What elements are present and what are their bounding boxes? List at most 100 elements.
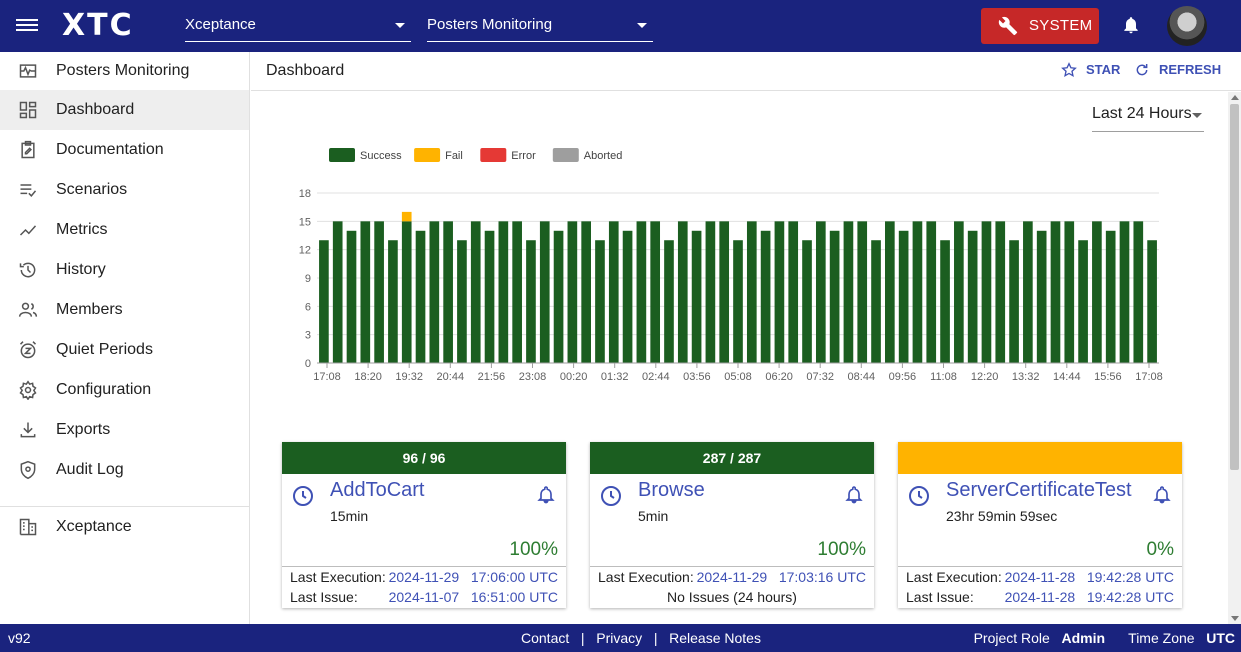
footer-separator: | — [580, 630, 585, 646]
app-version: v92 — [8, 630, 31, 646]
bar-success — [981, 221, 992, 363]
bar-success — [1009, 240, 1019, 363]
time-zone-label: Time Zone — [1128, 630, 1195, 646]
sidebar-item-scenarios[interactable]: Scenarios — [0, 170, 249, 210]
x-tick-label: 12:20 — [971, 371, 999, 383]
clock-icon — [293, 486, 313, 506]
privacy-link[interactable]: Privacy — [596, 630, 643, 646]
scenario-interval: 23hr 59min 59sec — [946, 508, 1058, 524]
sidebar-item-label: Audit Log — [56, 461, 124, 478]
sidebar-item-organization[interactable]: Xceptance — [0, 507, 249, 547]
y-tick-label: 12 — [299, 245, 311, 257]
x-tick-label: 18:20 — [354, 371, 382, 383]
scrollbar-thumb[interactable] — [1230, 104, 1239, 470]
sidebar-item-label: Exports — [56, 421, 111, 438]
menu-icon[interactable] — [16, 16, 38, 36]
legend-label-error: Error — [511, 150, 536, 162]
last-issue-row: Last Issue: 2024-11-07 16:51:00 UTC — [282, 587, 566, 607]
legend-label-fail: Fail — [445, 150, 463, 162]
page-title: Dashboard — [266, 62, 345, 79]
sidebar-item-metrics[interactable]: Metrics — [0, 210, 249, 250]
time-range-value: Last 24 Hours — [1092, 105, 1192, 122]
main-scrollbar[interactable] — [1228, 92, 1241, 624]
x-tick-label: 09:56 — [889, 371, 917, 383]
user-avatar[interactable] — [1167, 6, 1207, 46]
x-tick-label: 14:44 — [1053, 371, 1081, 383]
scenario-name-link[interactable]: Browse — [638, 479, 705, 501]
bar-success — [595, 240, 605, 363]
app-logo[interactable]: XTC — [62, 8, 134, 43]
scenario-name-link[interactable]: AddToCart — [330, 479, 425, 501]
sidebar-item-members[interactable]: Members — [0, 290, 249, 330]
shield-icon — [20, 460, 36, 480]
metrics-icon — [19, 225, 37, 236]
sidebar-item-audit-log[interactable]: Audit Log — [0, 450, 249, 490]
bell-icon[interactable] — [1152, 484, 1172, 506]
bar-success — [360, 221, 371, 363]
notifications-bell-icon[interactable] — [1121, 14, 1141, 36]
footer: v92 Contact | Privacy | Release Notes Pr… — [0, 624, 1241, 652]
bar-success — [388, 240, 398, 363]
refresh-button[interactable]: REFRESH — [1134, 62, 1221, 77]
last-execution-value[interactable]: 2024-11-29 17:06:00 UTC — [388, 569, 558, 585]
organization-select[interactable]: Xceptance — [185, 10, 411, 42]
star-icon — [1061, 62, 1077, 77]
last-execution-value[interactable]: 2024-11-29 17:03:16 UTC — [696, 569, 866, 585]
x-tick-label: 02:44 — [642, 371, 670, 383]
card-status-header: 287 / 287 — [590, 442, 874, 474]
bar-success — [788, 221, 799, 363]
chart-bars — [319, 211, 1157, 363]
scenario-name-link[interactable]: ServerCertificateTest — [946, 479, 1132, 501]
sidebar-item-dashboard[interactable]: Dashboard — [0, 90, 249, 130]
contact-link[interactable]: Contact — [521, 630, 570, 646]
last-execution-label: Last Execution: — [290, 569, 386, 585]
x-tick-label: 00:20 — [560, 371, 588, 383]
last-issue-label: Last Issue: — [290, 589, 358, 605]
x-tick-label: 17:08 — [1135, 371, 1163, 383]
legend-swatch-error — [480, 148, 507, 162]
success-percent: 0% — [1146, 539, 1174, 560]
scroll-down-arrow-icon[interactable] — [1231, 616, 1239, 621]
sidebar-item-configuration[interactable]: Configuration — [0, 370, 249, 410]
bell-icon[interactable] — [536, 484, 556, 506]
top-app-bar: XTC Xceptance Posters Monitoring SYSTEM — [0, 0, 1241, 52]
bar-success — [484, 230, 495, 363]
bar-success — [746, 221, 757, 363]
clock-icon — [909, 486, 929, 506]
bell-icon[interactable] — [844, 484, 864, 506]
x-tick-label: 06:20 — [765, 371, 793, 383]
card-status-header — [898, 442, 1182, 474]
chart-x-axis: 17:08 18:20 19:32 20:44 21:56 23:08 00:20 01:32… — [313, 362, 1163, 383]
bar-success — [374, 221, 384, 363]
last-issue-value[interactable]: 2024-11-28 19:42:28 UTC — [1004, 589, 1174, 605]
x-tick-label: 07:32 — [806, 371, 834, 383]
sidebar-item-exports[interactable]: Exports — [0, 410, 249, 450]
x-tick-label: 01:32 — [601, 371, 629, 383]
clock-icon — [601, 486, 621, 506]
bar-success — [1050, 221, 1061, 363]
last-issue-value[interactable]: 2024-11-07 16:51:00 UTC — [388, 589, 558, 605]
sidebar-project-header[interactable]: Posters Monitoring — [0, 52, 249, 90]
card-meta: Last Execution: 2024-11-29 17:03:16 UTC … — [590, 566, 874, 607]
bar-success — [1092, 221, 1102, 363]
last-execution-value[interactable]: 2024-11-28 19:42:28 UTC — [1004, 569, 1174, 585]
bar-success — [512, 221, 522, 363]
legend-swatch-success — [329, 148, 355, 162]
release-notes-link[interactable]: Release Notes — [669, 630, 761, 646]
bar-success — [871, 240, 881, 363]
bar-success — [650, 221, 661, 363]
sidebar-item-quiet-periods[interactable]: Quiet Periods — [0, 330, 249, 370]
organization-select-value: Xceptance — [185, 16, 256, 33]
bar-success — [719, 221, 730, 363]
sidebar-item-documentation[interactable]: Documentation — [0, 130, 249, 170]
time-range-select[interactable]: Last 24 Hours — [1092, 102, 1204, 132]
project-select-value: Posters Monitoring — [427, 16, 553, 33]
sidebar-item-history[interactable]: History — [0, 250, 249, 290]
star-button[interactable]: STAR — [1061, 62, 1120, 77]
scenario-interval: 15min — [330, 508, 369, 524]
bar-success — [664, 240, 674, 363]
scroll-up-arrow-icon[interactable] — [1231, 95, 1239, 100]
system-button[interactable]: SYSTEM — [981, 8, 1099, 44]
project-select[interactable]: Posters Monitoring — [427, 10, 653, 42]
scenario-card-browse: 287 / 287 Browse 5min 100% Last Executio… — [590, 442, 874, 608]
